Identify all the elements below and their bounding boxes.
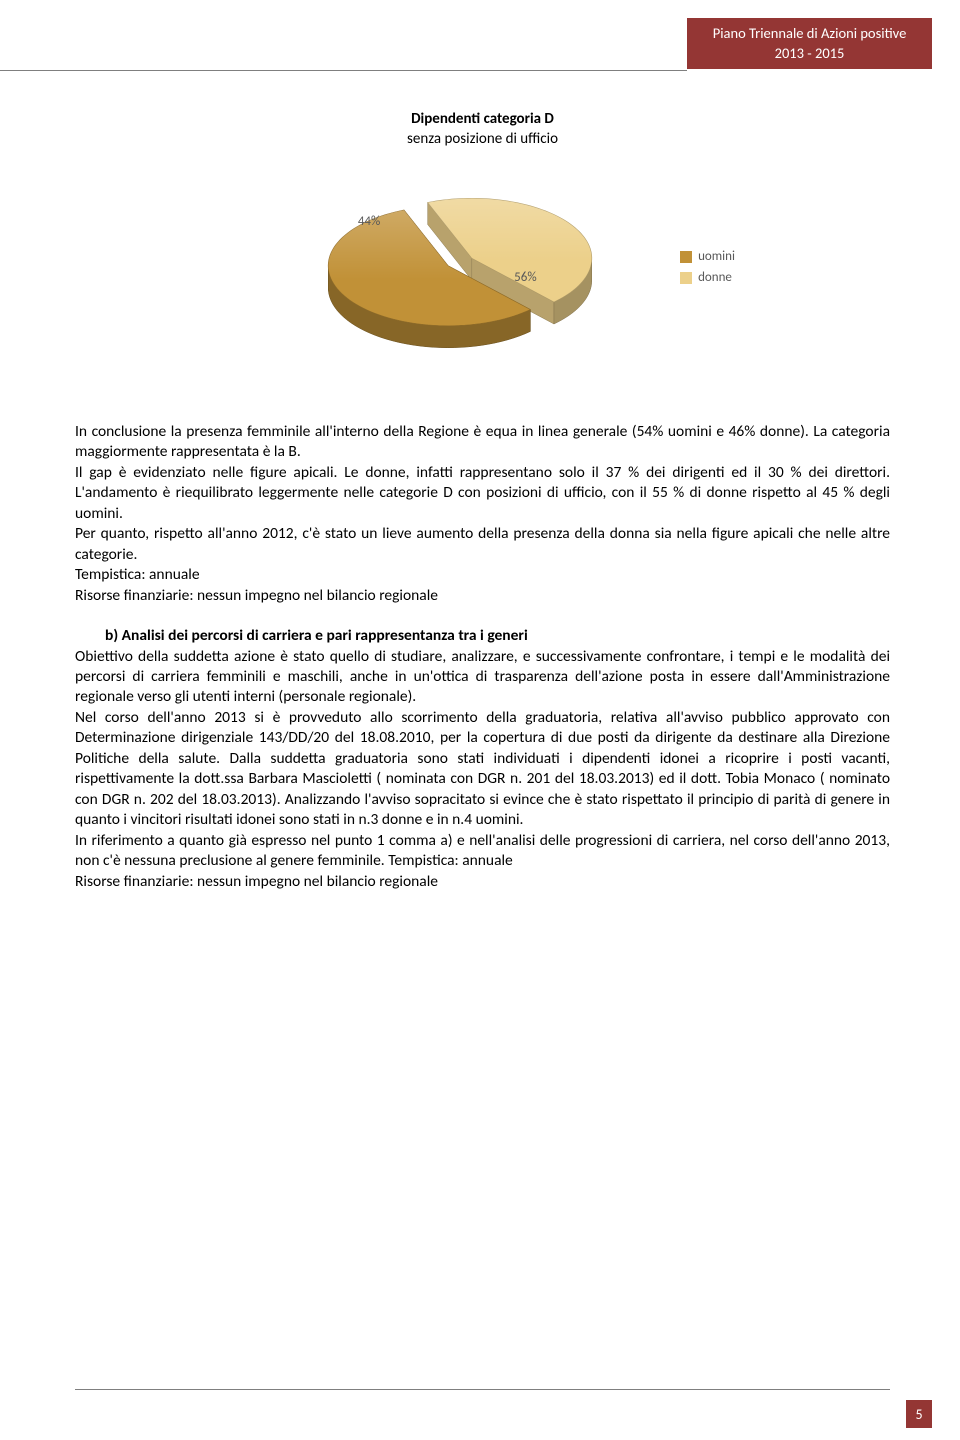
section-b-para-4: Risorse finanziarie: nessun impegno nel … xyxy=(75,872,890,892)
chart-title: Dipendenti categoria D senza posizione d… xyxy=(75,110,890,149)
header-rule xyxy=(0,70,687,71)
para-1: In conclusione la presenza femminile all… xyxy=(75,422,890,463)
svg-text:44%: 44% xyxy=(358,214,380,229)
para-5: Risorse finanziarie: nessun impegno nel … xyxy=(75,586,890,606)
page-number: 5 xyxy=(906,1400,932,1428)
para-3: Per quanto, rispetto all'anno 2012, c'è … xyxy=(75,524,890,565)
section-b-para-1: Obiettivo della suddetta azione è stato … xyxy=(75,647,890,708)
legend-label-donne: donne xyxy=(698,270,732,285)
para-4: Tempistica: annuale xyxy=(75,565,890,585)
header-badge-line2: 2013 - 2015 xyxy=(697,44,922,64)
page-content: Dipendenti categoria D senza posizione d… xyxy=(0,0,960,892)
header-badge-line1: Piano Triennale di Azioni positive xyxy=(697,24,922,44)
body-text: In conclusione la presenza femminile all… xyxy=(75,422,890,892)
legend-item-uomini: uomini xyxy=(680,249,735,264)
header-badge: Piano Triennale di Azioni positive 2013 … xyxy=(687,18,932,69)
chart-title-sub: senza posizione di ufficio xyxy=(75,130,890,150)
legend-label-uomini: uomini xyxy=(698,249,735,264)
chart-legend: uomini donne xyxy=(680,249,735,285)
svg-text:56%: 56% xyxy=(514,270,536,285)
section-b-heading: b) Analisi dei percorsi di carriera e pa… xyxy=(75,626,890,646)
pie-chart-svg: 44% 56% xyxy=(230,167,650,367)
section-b: b) Analisi dei percorsi di carriera e pa… xyxy=(75,626,890,892)
footer-rule xyxy=(75,1389,890,1390)
section-b-para-3: In riferimento a quanto già espresso nel… xyxy=(75,831,890,872)
para-2: Il gap è evidenziato nelle figure apical… xyxy=(75,463,890,524)
page-number-value: 5 xyxy=(915,1406,922,1423)
legend-swatch-uomini xyxy=(680,251,692,263)
legend-item-donne: donne xyxy=(680,270,735,285)
legend-swatch-donne xyxy=(680,272,692,284)
section-b-para-2: Nel corso dell'anno 2013 si è provveduto… xyxy=(75,708,890,831)
chart-title-bold: Dipendenti categoria D xyxy=(75,110,890,130)
pie-chart: 44% 56% uomini donne xyxy=(75,167,890,367)
